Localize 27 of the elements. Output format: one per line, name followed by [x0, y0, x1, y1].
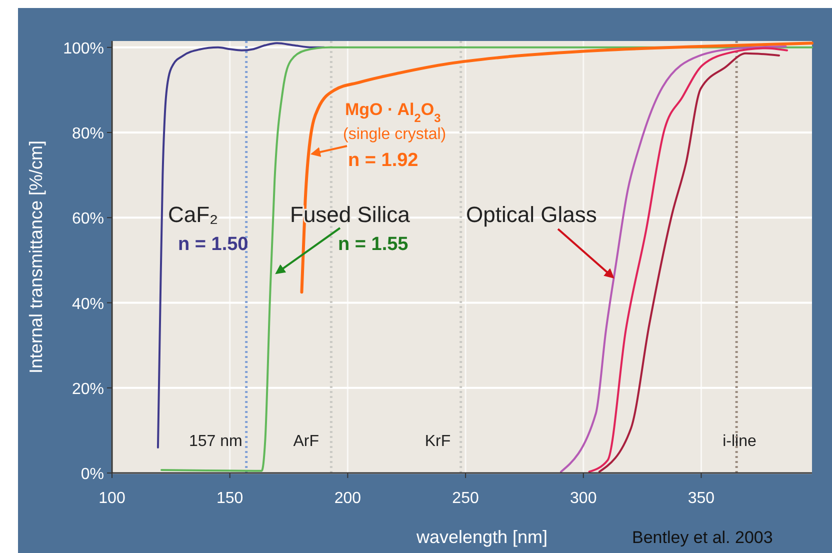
x-tick-label: 150 — [216, 490, 244, 507]
x-axis-title: wavelength [nm] — [415, 527, 548, 547]
ref-line-label: i-line — [722, 433, 756, 450]
ref-line-label: 157 nm — [188, 433, 242, 450]
annotation: (single crystal) — [343, 126, 446, 143]
text: Bentley et al. 2003 — [632, 528, 773, 547]
y-tick-label: 100% — [63, 40, 104, 58]
series-label: MgO · Al$_{2}$O$_{3}$ — [345, 100, 442, 125]
line-series — [160, 46, 813, 472]
annotation: n = 1.50 — [178, 234, 248, 255]
y-tick-label: 40% — [72, 296, 104, 313]
ref-line-label: KrF — [424, 433, 451, 450]
x-tick-label: 200 — [334, 490, 362, 507]
annotation: Optical Glass — [466, 202, 597, 227]
annotation: n = 1.92 — [348, 150, 418, 171]
y-axis-title: Internal transmittance [%/cm] — [26, 140, 46, 374]
y-tick-label: 80% — [72, 126, 104, 143]
y-tick-label: 60% — [72, 210, 104, 228]
x-tick-label: 350 — [688, 490, 715, 507]
y-tick-label: 20% — [72, 380, 104, 398]
ref-line-label: ArF — [293, 433, 320, 450]
x-tick-label: 250 — [452, 490, 479, 507]
annotation: n = 1.55 — [338, 234, 409, 255]
x-tick-label: 100 — [98, 490, 126, 507]
y-tick-label: 0% — [80, 466, 104, 483]
series-label: CaF₂ — [168, 202, 218, 227]
x-tick-label: 300 — [570, 490, 597, 507]
